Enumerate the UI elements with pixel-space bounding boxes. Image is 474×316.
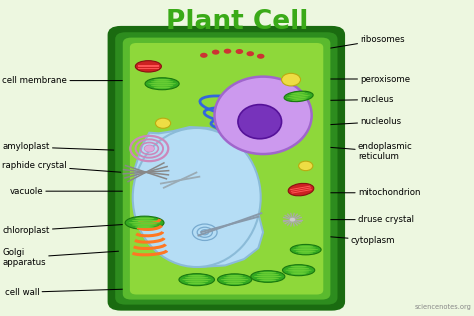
Ellipse shape — [293, 249, 319, 251]
Ellipse shape — [254, 276, 282, 277]
Ellipse shape — [182, 279, 211, 281]
Circle shape — [155, 118, 171, 128]
Text: mitochondrion: mitochondrion — [301, 188, 420, 197]
Ellipse shape — [292, 98, 307, 101]
Ellipse shape — [185, 281, 209, 283]
Ellipse shape — [226, 275, 243, 277]
Ellipse shape — [125, 216, 164, 229]
Text: raphide crystal: raphide crystal — [2, 161, 121, 172]
Ellipse shape — [188, 283, 206, 284]
Ellipse shape — [154, 87, 171, 88]
Ellipse shape — [251, 270, 285, 283]
Ellipse shape — [256, 277, 279, 279]
Text: nucleus: nucleus — [284, 95, 394, 104]
Ellipse shape — [148, 83, 176, 85]
Ellipse shape — [283, 265, 315, 276]
Text: ribosomes: ribosomes — [268, 35, 405, 58]
Ellipse shape — [223, 277, 246, 279]
Ellipse shape — [179, 274, 214, 286]
Ellipse shape — [259, 272, 276, 274]
Ellipse shape — [288, 268, 310, 269]
Text: chloroplast: chloroplast — [2, 224, 126, 235]
FancyBboxPatch shape — [123, 38, 330, 300]
Ellipse shape — [185, 277, 209, 279]
Ellipse shape — [151, 85, 173, 87]
Ellipse shape — [220, 279, 249, 281]
Ellipse shape — [223, 281, 246, 283]
Circle shape — [224, 49, 231, 54]
Ellipse shape — [133, 128, 261, 267]
Ellipse shape — [226, 283, 243, 284]
Ellipse shape — [291, 266, 307, 268]
Ellipse shape — [285, 269, 312, 271]
Ellipse shape — [256, 274, 279, 276]
FancyBboxPatch shape — [108, 26, 345, 311]
Text: nucleolus: nucleolus — [273, 117, 401, 128]
Text: endoplasmic
reticulum: endoplasmic reticulum — [284, 142, 413, 161]
Ellipse shape — [298, 246, 313, 247]
Ellipse shape — [288, 183, 314, 196]
FancyBboxPatch shape — [130, 43, 323, 295]
Circle shape — [257, 54, 264, 59]
Circle shape — [299, 161, 313, 171]
Ellipse shape — [188, 275, 206, 277]
Circle shape — [200, 53, 208, 58]
Circle shape — [282, 73, 301, 86]
Ellipse shape — [154, 79, 171, 81]
Ellipse shape — [135, 226, 155, 228]
Ellipse shape — [289, 94, 308, 96]
Ellipse shape — [128, 222, 161, 224]
Ellipse shape — [151, 81, 173, 83]
Ellipse shape — [291, 92, 305, 94]
Circle shape — [290, 218, 295, 222]
Ellipse shape — [290, 97, 309, 99]
FancyBboxPatch shape — [115, 32, 337, 305]
Ellipse shape — [132, 220, 157, 222]
Text: vacuole: vacuole — [9, 187, 135, 196]
Ellipse shape — [284, 91, 313, 102]
PathPatch shape — [135, 127, 263, 267]
Text: druse crystal: druse crystal — [296, 215, 414, 224]
Text: cell wall: cell wall — [5, 288, 126, 297]
Text: cell membrane: cell membrane — [2, 76, 130, 85]
Ellipse shape — [259, 279, 276, 281]
Circle shape — [212, 50, 219, 55]
Text: cytoplasm: cytoplasm — [273, 232, 395, 245]
Ellipse shape — [291, 273, 307, 275]
Ellipse shape — [290, 245, 321, 255]
Ellipse shape — [298, 252, 313, 254]
Circle shape — [246, 51, 254, 56]
Ellipse shape — [218, 274, 252, 286]
Text: Golgi
apparatus: Golgi apparatus — [2, 248, 118, 267]
Ellipse shape — [238, 105, 282, 139]
Ellipse shape — [288, 271, 310, 273]
Circle shape — [145, 145, 154, 152]
Ellipse shape — [145, 78, 179, 90]
Text: peroxisome: peroxisome — [292, 75, 410, 83]
Ellipse shape — [132, 224, 157, 226]
Text: sciencenotes.org: sciencenotes.org — [415, 304, 472, 310]
Ellipse shape — [135, 217, 155, 220]
Text: Plant Cell: Plant Cell — [166, 9, 308, 35]
Ellipse shape — [295, 251, 316, 252]
Text: amyloplast: amyloplast — [2, 143, 114, 151]
Ellipse shape — [295, 247, 316, 249]
Ellipse shape — [136, 61, 161, 72]
Circle shape — [236, 49, 243, 54]
Ellipse shape — [287, 95, 310, 98]
Ellipse shape — [215, 77, 312, 154]
